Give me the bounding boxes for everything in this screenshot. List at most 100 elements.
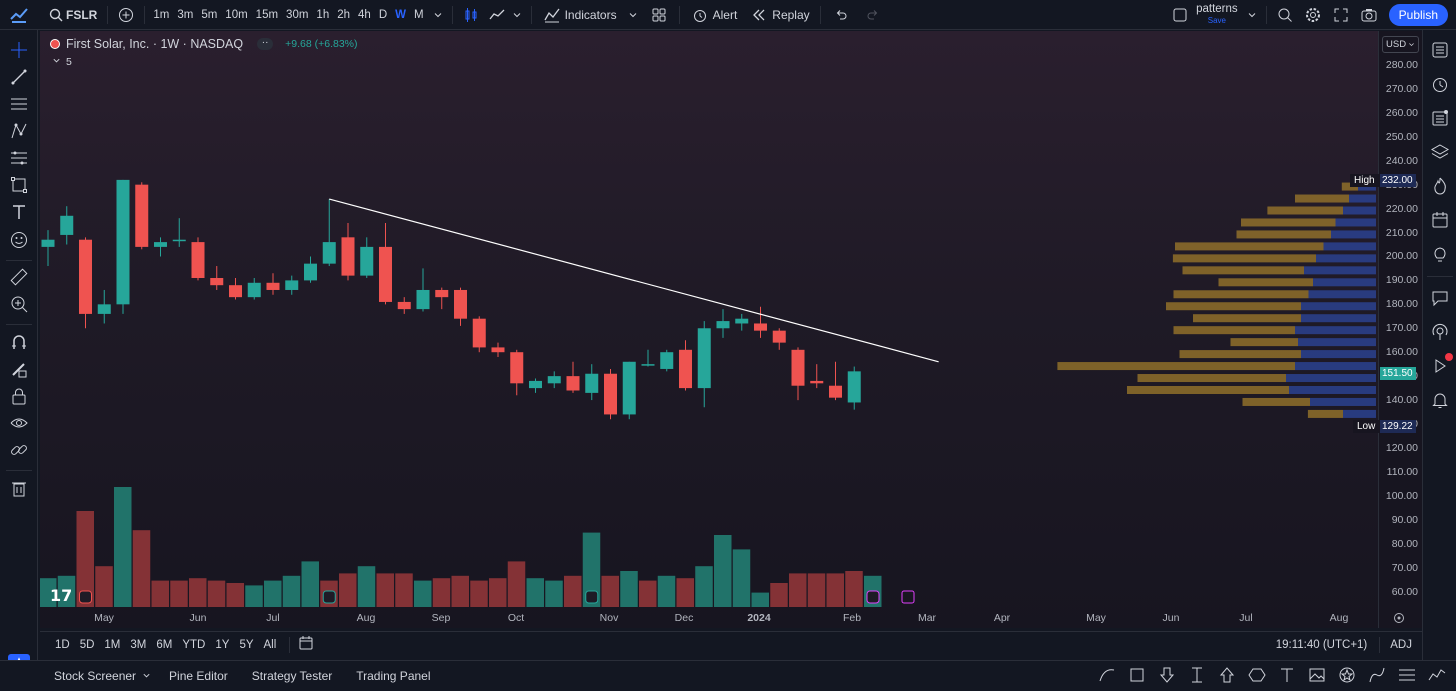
alert-button[interactable]: Alert xyxy=(684,0,744,30)
divider xyxy=(819,5,821,24)
replay-button[interactable]: Replay xyxy=(743,0,815,30)
ruler-icon[interactable] xyxy=(9,267,29,287)
image-tool-icon[interactable] xyxy=(1308,666,1326,687)
timeframe-D[interactable]: D xyxy=(378,8,388,21)
trash-icon[interactable] xyxy=(9,478,29,498)
chevron-down-icon[interactable] xyxy=(1242,5,1262,25)
rectangle-shape-icon[interactable] xyxy=(9,175,29,195)
hotlist-flame-icon[interactable] xyxy=(1430,176,1450,196)
range-1m[interactable]: 1M xyxy=(104,638,121,651)
notifications-play-icon[interactable] xyxy=(1430,353,1453,376)
fib-retracement-icon[interactable] xyxy=(9,148,29,168)
ideas-lightbulb-icon[interactable] xyxy=(1430,244,1450,264)
stream-icon[interactable] xyxy=(1430,322,1450,342)
chat-icon[interactable] xyxy=(1430,288,1450,308)
sticker-tool-icon[interactable] xyxy=(1338,666,1356,687)
path-tool-icon[interactable] xyxy=(1368,666,1386,687)
legend-settings-icon[interactable]: ·· xyxy=(257,38,274,50)
timeframe-M[interactable]: M xyxy=(413,8,424,21)
tab-stock-screener[interactable]: Stock Screener xyxy=(54,669,137,683)
rectangle-tool-icon[interactable] xyxy=(1128,666,1146,687)
polyline-tool-icon[interactable] xyxy=(1428,666,1446,687)
trend-line-icon[interactable] xyxy=(9,67,29,87)
chevron-down-icon[interactable] xyxy=(507,5,527,25)
watchlist-icon[interactable] xyxy=(1430,40,1450,60)
price-scale[interactable]: USD 280.00270.00260.00250.00240.00230.00… xyxy=(1378,31,1422,628)
lock-pencil-icon[interactable] xyxy=(9,359,29,379)
fib-tool-icon[interactable] xyxy=(1398,666,1416,687)
indicators-button[interactable]: Indicators xyxy=(536,0,623,30)
timeframe-1m[interactable]: 1m xyxy=(153,8,170,21)
adjust-toggle[interactable]: ADJ xyxy=(1390,638,1412,651)
compare-add-icon[interactable] xyxy=(116,5,136,25)
link-icon[interactable] xyxy=(9,440,29,460)
publish-button[interactable]: Publish xyxy=(1388,3,1448,26)
volume-bar xyxy=(582,532,601,607)
timeframe-30m[interactable]: 30m xyxy=(286,8,309,21)
calendar-icon[interactable] xyxy=(1430,210,1450,230)
gear-icon[interactable] xyxy=(1303,5,1323,25)
ellipse-tool-icon[interactable] xyxy=(1248,666,1266,687)
line-chart-icon[interactable] xyxy=(487,5,507,25)
range-1y[interactable]: 1Y xyxy=(215,638,230,651)
arrow-down-tool-icon[interactable] xyxy=(1158,666,1176,687)
tab-strategy-tester[interactable]: Strategy Tester xyxy=(251,669,333,683)
arrow-up-tool-icon[interactable] xyxy=(1218,666,1236,687)
layers-icon[interactable] xyxy=(1430,142,1450,162)
redo-icon[interactable] xyxy=(863,5,883,25)
emoji-icon[interactable] xyxy=(9,230,29,250)
indicator-collapse-toggle[interactable]: 5 xyxy=(52,56,72,68)
clock-timezone[interactable]: 19:11:40 (UTC+1) xyxy=(1275,638,1368,651)
chevron-down-icon[interactable] xyxy=(142,669,151,683)
range-6m[interactable]: 6M xyxy=(156,638,173,651)
magnet-icon[interactable] xyxy=(9,332,29,352)
chart-canvas[interactable]: 17 xyxy=(40,31,1378,628)
timeframe-15m[interactable]: 15m xyxy=(255,8,279,21)
currency-selector[interactable]: USD xyxy=(1382,36,1420,53)
timeframe-1h[interactable]: 1h xyxy=(316,8,330,21)
timeframe-5m[interactable]: 5m xyxy=(201,8,218,21)
horizontal-lines-icon[interactable] xyxy=(9,94,29,114)
timeframe-W[interactable]: W xyxy=(395,8,406,21)
chevron-down-icon[interactable] xyxy=(623,5,643,25)
layout-name-button[interactable]: patterns Save xyxy=(1196,3,1238,26)
camera-icon[interactable] xyxy=(1359,5,1379,25)
tab-pine-editor[interactable]: Pine Editor xyxy=(169,669,228,683)
bell-icon[interactable] xyxy=(1430,390,1450,410)
text-tool-icon[interactable] xyxy=(9,202,29,222)
lock-icon[interactable] xyxy=(9,386,29,406)
layout-checkbox-icon[interactable] xyxy=(1170,5,1190,25)
alarm-clock-icon[interactable] xyxy=(1430,74,1450,94)
eye-icon[interactable] xyxy=(9,413,29,433)
curve-tool-icon[interactable] xyxy=(1098,666,1116,687)
range-5y[interactable]: 5Y xyxy=(239,638,254,651)
legend-title[interactable]: First Solar, Inc. · 1W · NASDAQ xyxy=(66,37,244,51)
candle-body xyxy=(41,239,55,247)
symbol-search[interactable]: FSLR xyxy=(0,0,103,30)
quick-search-icon[interactable] xyxy=(1275,5,1295,25)
fullscreen-icon[interactable] xyxy=(1331,5,1351,25)
timeframe-4h[interactable]: 4h xyxy=(358,8,371,21)
data-window-icon[interactable] xyxy=(1430,108,1450,128)
undo-icon[interactable] xyxy=(831,5,851,25)
timeframe-10m[interactable]: 10m xyxy=(225,8,248,21)
pitchfork-icon[interactable] xyxy=(9,121,29,141)
range-ytd[interactable]: YTD xyxy=(182,638,206,651)
timeframe-3m[interactable]: 3m xyxy=(177,8,194,21)
text-tool-icon[interactable] xyxy=(1278,666,1296,687)
timeframe-2h[interactable]: 2h xyxy=(337,8,351,21)
time-axis-settings-icon[interactable] xyxy=(1393,612,1405,627)
zoom-in-icon[interactable] xyxy=(9,294,29,314)
price-range-tool-icon[interactable] xyxy=(1188,666,1206,687)
range-1d[interactable]: 1D xyxy=(55,638,70,651)
crosshair-icon[interactable] xyxy=(9,40,29,60)
candles-icon[interactable] xyxy=(461,5,481,25)
range-3m[interactable]: 3M xyxy=(130,638,147,651)
range-5d[interactable]: 5D xyxy=(79,638,95,651)
chart-pane[interactable]: 17 xyxy=(40,31,1378,628)
templates-grid-icon[interactable] xyxy=(649,5,669,25)
tab-trading-panel[interactable]: Trading Panel xyxy=(356,669,431,683)
date-range-calendar-icon[interactable] xyxy=(298,635,314,654)
range-all[interactable]: All xyxy=(263,638,277,651)
chevron-down-icon[interactable] xyxy=(428,5,448,25)
